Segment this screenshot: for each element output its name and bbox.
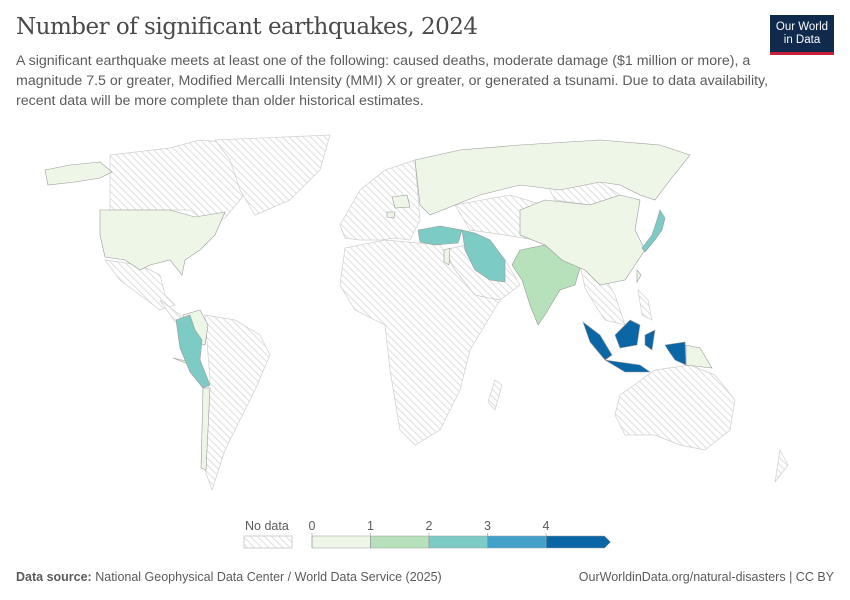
country-madagascar[interactable] — [487, 379, 503, 411]
legend-tick-label: 1 — [367, 519, 374, 533]
country-indonesia[interactable] — [582, 319, 687, 373]
country-new-zealand[interactable] — [774, 448, 789, 483]
country-india[interactable] — [511, 244, 581, 326]
region-south-america[interactable] — [204, 314, 271, 492]
legend-tick-label: 0 — [309, 519, 316, 533]
country-israel[interactable] — [443, 247, 451, 266]
legend: No data 0 1 2 3 4 — [243, 519, 611, 549]
legend-no-data-swatch — [243, 535, 293, 549]
legend-bin — [428, 535, 488, 549]
logo-text: Our World in Data — [775, 20, 829, 46]
owid-logo[interactable]: Our World in Data — [770, 15, 834, 55]
legend-bin — [311, 535, 371, 549]
legend-tick-label: 4 — [543, 519, 550, 533]
country-iran[interactable] — [461, 229, 506, 283]
country-turkey[interactable] — [417, 225, 463, 246]
country-taiwan[interactable] — [636, 269, 642, 284]
source-label: Data source: — [16, 570, 92, 584]
data-source: Data source: National Geophysical Data C… — [16, 570, 442, 584]
country-peru[interactable] — [175, 314, 211, 389]
country-mexico[interactable] — [104, 259, 176, 311]
footer-url-link[interactable]: OurWorldinData.org/natural-disasters | C… — [578, 570, 834, 584]
country-australia[interactable] — [614, 364, 736, 451]
chart-title: Number of significant earthquakes, 2024 — [16, 14, 478, 40]
legend-bin — [545, 535, 611, 549]
source-text: National Geophysical Data Center / World… — [95, 570, 442, 584]
world-map: No data 0 1 2 3 4 — [44, 134, 789, 549]
country-russia[interactable] — [414, 139, 691, 216]
country-poland[interactable] — [391, 194, 411, 209]
country-papua-new-guinea[interactable] — [685, 344, 713, 369]
legend-tick-label: 2 — [426, 519, 433, 533]
country-chile[interactable] — [200, 387, 211, 471]
legend-no-data-label: No data — [245, 519, 289, 533]
legend-bin — [487, 535, 547, 549]
country-greenland[interactable] — [214, 134, 331, 216]
region-europe[interactable] — [339, 159, 421, 241]
country-philippines[interactable] — [637, 288, 653, 321]
chart-subtitle: A significant earthquake meets at least … — [16, 53, 769, 109]
legend-bin — [370, 535, 430, 549]
legend-tick-label: 3 — [484, 519, 491, 533]
country-united-states[interactable] — [44, 161, 226, 276]
country-slovenia[interactable] — [386, 211, 396, 219]
country-japan[interactable] — [641, 209, 666, 253]
